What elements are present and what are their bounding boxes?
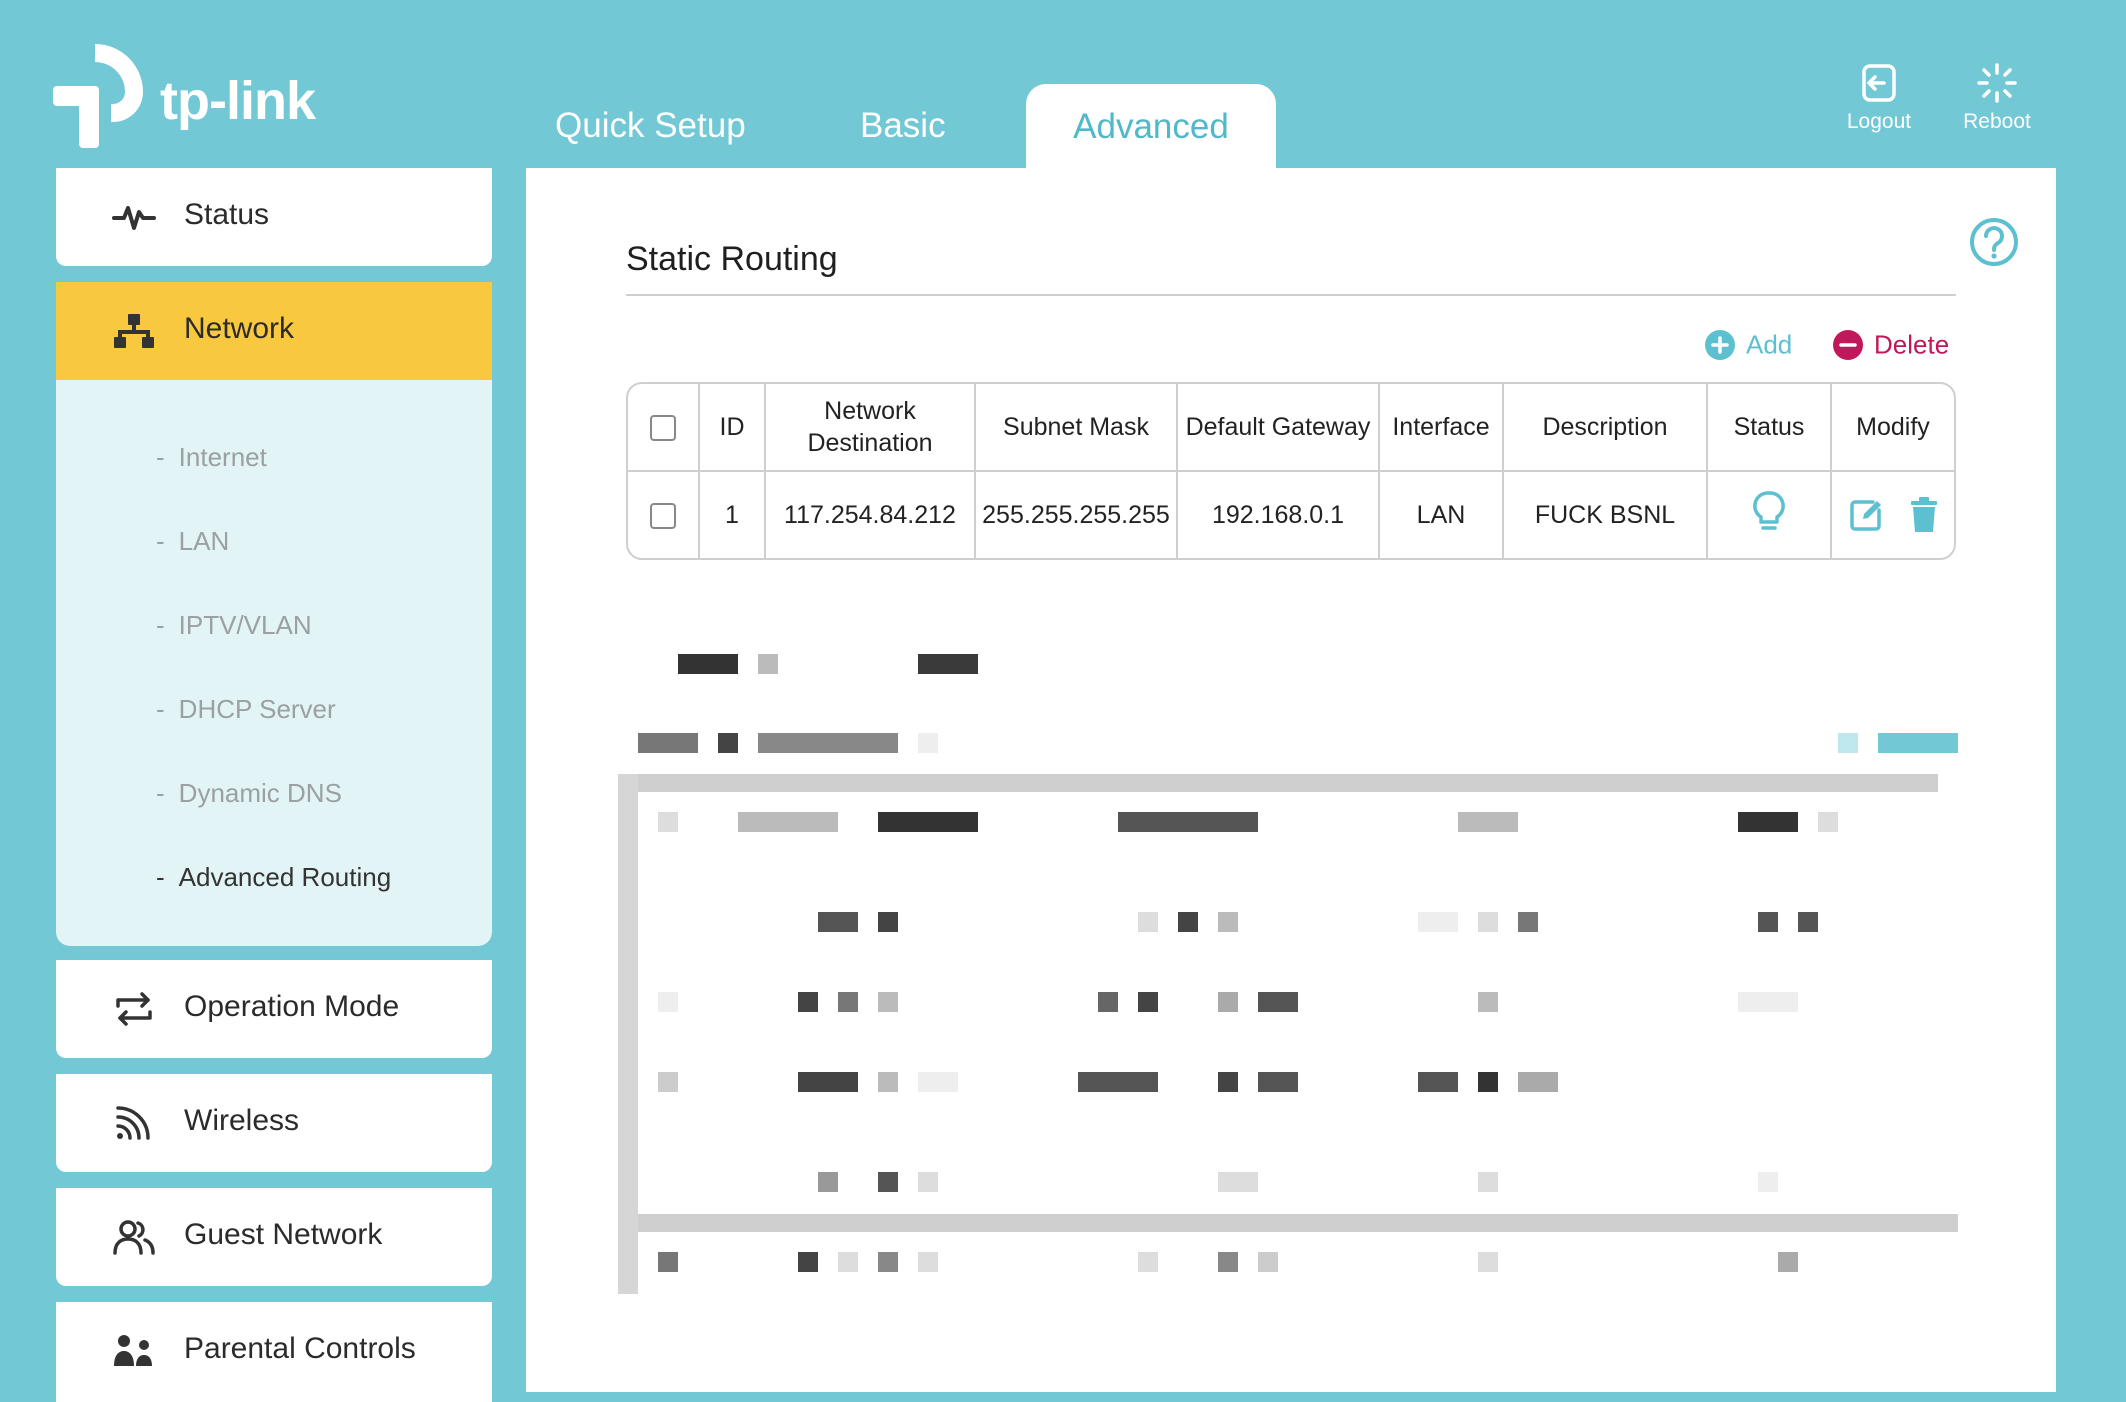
pulse-icon	[112, 206, 156, 230]
logout-button[interactable]: Logout	[1824, 62, 1934, 134]
select-all-checkbox[interactable]	[650, 415, 676, 442]
add-label: Add	[1746, 329, 1793, 360]
sidebar-item-status[interactable]: Status	[56, 168, 492, 266]
row-checkbox[interactable]	[650, 503, 676, 530]
add-icon	[1705, 330, 1735, 361]
sidebar-item-parental-controls[interactable]: Parental Controls	[56, 1302, 492, 1402]
col-description: Description	[1504, 384, 1708, 472]
sidebar-item-label: Network	[184, 312, 295, 345]
lightbulb-icon[interactable]	[1752, 490, 1786, 534]
col-id: ID	[700, 384, 766, 472]
sidebar-item-label: Status	[184, 198, 270, 231]
submenu-label: IPTV/VLAN	[178, 610, 312, 640]
main-panel: Static Routing Add Delete ID Network Des…	[526, 168, 2056, 1392]
edit-icon[interactable]	[1847, 496, 1885, 534]
cell-id: 1	[700, 472, 766, 558]
static-routing-table: ID Network Destination Subnet Mask Defau…	[626, 382, 1956, 560]
submenu-item-dynamic-dns[interactable]: - Dynamic DNS	[156, 778, 342, 808]
brand-name: tp-link	[160, 71, 316, 131]
page-title: Static Routing	[626, 240, 838, 278]
table-row: 1 117.254.84.212 255.255.255.255 192.168…	[628, 472, 1954, 558]
sidebar-item-guest-network[interactable]: Guest Network	[56, 1188, 492, 1286]
submenu-label: Internet	[178, 442, 267, 472]
col-default-gateway: Default Gateway	[1178, 384, 1380, 472]
col-status: Status	[1708, 384, 1832, 472]
col-subnet-mask: Subnet Mask	[976, 384, 1178, 472]
cell-status	[1708, 472, 1832, 558]
reboot-button[interactable]: Reboot	[1942, 62, 2052, 134]
sidebar-item-operation-mode[interactable]: Operation Mode	[56, 960, 492, 1058]
table-header-row: ID Network Destination Subnet Mask Defau…	[628, 384, 1954, 472]
submenu-label: Dynamic DNS	[178, 778, 342, 808]
cell-gateway: 192.168.0.1	[1178, 472, 1380, 558]
wireless-icon	[116, 1106, 150, 1140]
submenu-label: Advanced Routing	[178, 862, 392, 892]
submenu-item-iptv-vlan[interactable]: - IPTV/VLAN	[156, 610, 312, 640]
network-submenu: - Internet - LAN - IPTV/VLAN - DHCP Server -…	[56, 380, 492, 946]
tab-advanced[interactable]: Advanced	[1026, 84, 1276, 170]
cell-subnet: 255.255.255.255	[976, 472, 1178, 558]
col-modify: Modify	[1832, 384, 1954, 472]
title-divider	[626, 294, 1956, 296]
logout-label: Logout	[1846, 110, 1912, 133]
sidebar-item-label: Parental Controls	[184, 1332, 416, 1365]
delete-label: Delete	[1874, 329, 1950, 360]
tp-link-logo	[53, 44, 143, 148]
cell-destination: 117.254.84.212	[766, 472, 976, 558]
submenu-item-internet[interactable]: - Internet	[156, 442, 267, 472]
submenu-label: DHCP Server	[178, 694, 336, 724]
sidebar-item-label: Guest Network	[184, 1218, 383, 1251]
sidebar-item-network[interactable]: Network	[56, 282, 492, 380]
submenu-item-dhcp-server[interactable]: - DHCP Server	[156, 694, 336, 724]
cell-interface: LAN	[1380, 472, 1504, 558]
network-icon	[114, 314, 154, 348]
submenu-item-advanced-routing[interactable]: - Advanced Routing	[156, 862, 392, 892]
delete-icon	[1833, 330, 1863, 361]
submenu-label: LAN	[178, 526, 230, 556]
reboot-label: Reboot	[1963, 110, 2031, 133]
operation-mode-icon	[116, 992, 152, 1026]
submenu-item-lan[interactable]: - LAN	[156, 526, 230, 556]
tab-basic[interactable]: Basic	[860, 106, 946, 145]
help-icon[interactable]	[1968, 216, 2020, 268]
logout-icon	[1862, 64, 1896, 102]
trash-icon[interactable]	[1909, 496, 1939, 534]
col-interface: Interface	[1380, 384, 1504, 472]
cell-modify	[1832, 472, 1954, 558]
sidebar-item-wireless[interactable]: Wireless	[56, 1074, 492, 1172]
tab-quick-setup[interactable]: Quick Setup	[555, 106, 746, 145]
guest-network-icon	[113, 1220, 155, 1255]
add-button[interactable]: Add	[1704, 328, 1792, 361]
reboot-icon	[1977, 63, 2017, 103]
row-select-cell	[628, 472, 700, 558]
parental-controls-icon	[114, 1335, 152, 1366]
delete-button[interactable]: Delete	[1832, 328, 1949, 361]
select-all-cell	[628, 384, 700, 472]
col-network-destination: Network Destination	[766, 384, 976, 472]
sidebar-item-label: Wireless	[184, 1104, 300, 1137]
cell-description: FUCK BSNL	[1504, 472, 1708, 558]
sidebar-item-label: Operation Mode	[184, 990, 400, 1023]
